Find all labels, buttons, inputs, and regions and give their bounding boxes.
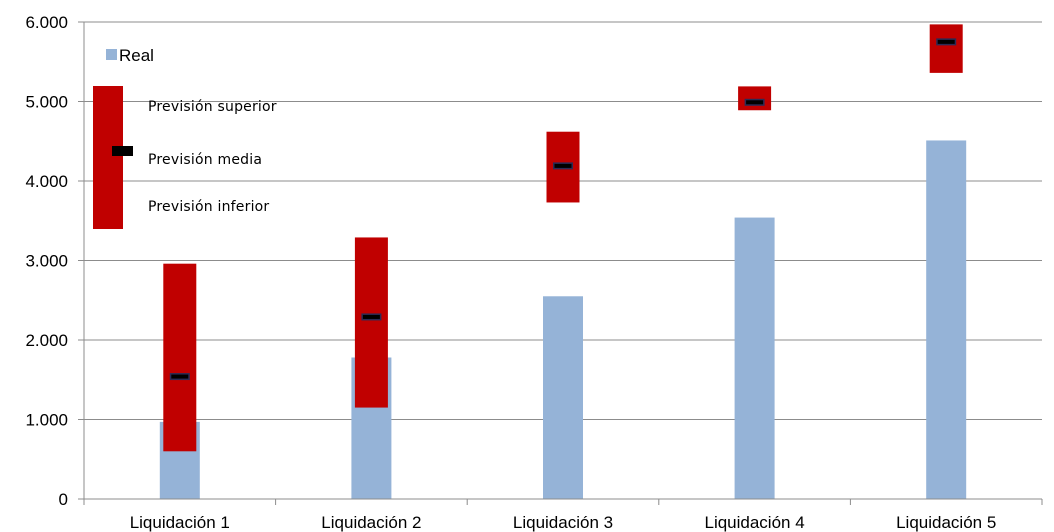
axes — [83, 22, 1042, 500]
x-tick-label: Liquidación 2 — [321, 513, 421, 532]
y-tick-label: 0 — [59, 490, 68, 509]
forecast-range-bar — [929, 24, 963, 73]
y-tick-label: 4.000 — [25, 172, 68, 191]
legend-real-label: Real — [119, 46, 154, 65]
forecast-mean-marker — [937, 39, 955, 44]
y-tick-label: 6.000 — [25, 13, 68, 32]
legend-lower-label: Previsión inferior — [148, 199, 269, 215]
forecast-mean-marker — [362, 314, 380, 319]
real-bar — [734, 217, 775, 499]
y-tick-label: 3.000 — [25, 252, 68, 271]
legend-real-swatch — [106, 49, 117, 60]
legend-mean-marker — [112, 146, 133, 156]
x-tick-label: Liquidación 1 — [130, 513, 230, 532]
x-tick-label: Liquidación 5 — [896, 513, 996, 532]
x-tick-label: Liquidación 4 — [704, 513, 804, 532]
legend-mean-label: Previsión media — [148, 152, 262, 168]
real-bar — [926, 140, 967, 499]
x-tick-label: Liquidación 3 — [513, 513, 613, 532]
forecast-mean-marker — [746, 100, 764, 105]
forecast-range-bar — [163, 263, 197, 452]
forecast-range-bar — [738, 86, 772, 111]
y-tick-label: 1.000 — [25, 411, 68, 430]
forecast-ranges — [163, 24, 963, 452]
legend-range-swatch — [93, 86, 123, 229]
x-axis-ticks: Liquidación 1 Liquidación 2 Liquidación 3 L… — [83, 499, 1043, 532]
legend-upper-label: Previsión superior — [148, 99, 277, 115]
forecast-mean-marker — [171, 374, 189, 379]
gridlines — [84, 21, 1042, 420]
y-axis-ticks: 0 1.000 2.000 3.000 4.000 5.000 6.000 — [25, 13, 84, 509]
y-tick-label: 5.000 — [25, 93, 68, 112]
forecast-mean-marker — [554, 163, 572, 168]
y-tick-label: 2.000 — [25, 331, 68, 350]
real-bars — [159, 140, 967, 499]
forecast-range-bar — [354, 237, 388, 408]
legend: Real Previsión superior Previsión media … — [93, 46, 277, 229]
real-bar — [543, 296, 583, 499]
